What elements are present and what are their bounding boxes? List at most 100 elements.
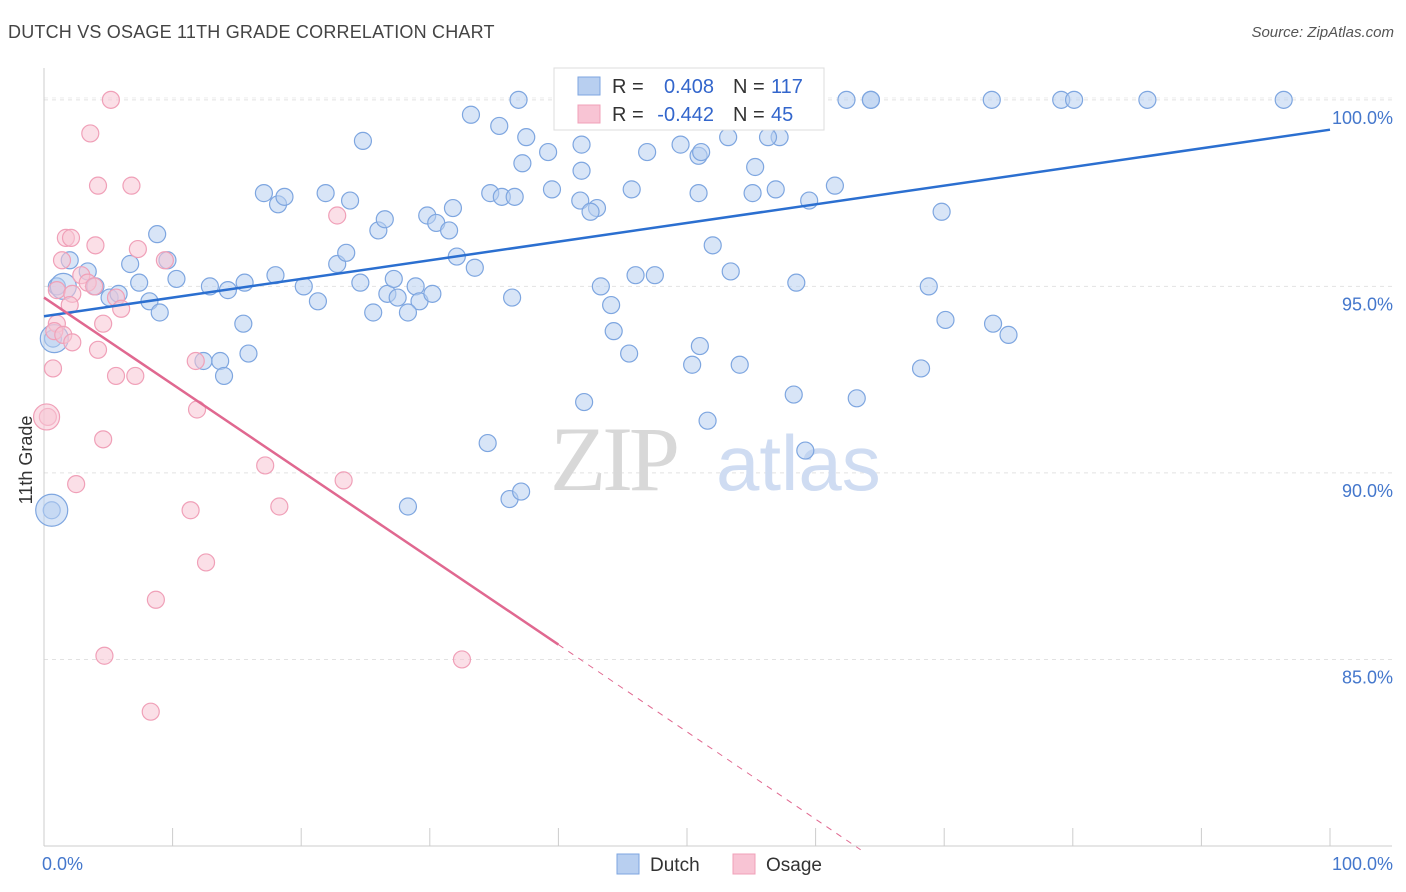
dutch-trendline: [43, 128, 1331, 318]
osage-point-18: [112, 299, 131, 318]
y-tick-label-1: 95.0%: [1342, 294, 1393, 314]
legend-r-label-0: R =: [612, 76, 644, 98]
osage-point-26: [106, 366, 126, 386]
dutch-point-66: [351, 273, 370, 292]
dutch-point-27: [353, 131, 373, 150]
legend-r-label-1: R =: [612, 104, 644, 126]
dutch-point-94: [787, 273, 806, 292]
osage-point-35: [181, 501, 200, 520]
dutch-point-97: [983, 314, 1003, 333]
dutch-point-86: [364, 303, 383, 322]
dutch-point-22: [719, 128, 738, 147]
dutch-point-0: [509, 90, 528, 109]
dutch-point-large-0: [35, 493, 69, 527]
legend-swatch-1: [577, 104, 601, 124]
dutch-point-49: [743, 184, 762, 203]
bottom-legend-osage: Osage: [766, 855, 822, 876]
dutch-point-116: [398, 497, 418, 516]
dutch-point-74: [465, 258, 484, 277]
dutch-point-39: [375, 210, 394, 229]
dutch-point-72: [423, 284, 442, 303]
dutch-point-48: [689, 184, 708, 203]
dutch-point-29: [542, 180, 562, 199]
legend-n-label-0: N =: [733, 76, 765, 98]
osage-point-39: [95, 646, 114, 665]
osage-point-large-0: [32, 403, 61, 431]
dutch-point-17: [671, 135, 690, 154]
dutch-point-21: [638, 142, 657, 162]
legend-n-value-0: 117: [771, 76, 803, 98]
bottom-legend-swatch-dutch: [616, 853, 640, 875]
dutch-point-98: [999, 325, 1018, 344]
dutch-point-68: [388, 288, 407, 307]
trendlines: [43, 128, 1331, 851]
dutch-point-50: [766, 180, 785, 199]
dutch-point-14: [490, 116, 509, 136]
dutch-point-113: [478, 433, 497, 453]
dutch-point-101: [690, 336, 709, 356]
dutch-point-107: [239, 344, 258, 363]
osage-point-0: [101, 90, 120, 109]
dutch-point-100: [620, 344, 639, 363]
dutch-point-34: [340, 191, 360, 210]
legend-swatch-0: [577, 76, 601, 96]
dutch-point-70: [384, 269, 403, 289]
dutch-point-54: [148, 225, 167, 244]
osage-point-3: [122, 176, 141, 195]
dutch-point-25: [746, 157, 765, 177]
dutch-point-87: [645, 266, 664, 285]
dutch-point-88: [602, 295, 621, 315]
osage-point-28: [186, 351, 205, 371]
osage-point-7: [86, 236, 105, 255]
dutch-point-92: [703, 236, 722, 255]
y-tick-label-2: 90.0%: [1342, 481, 1393, 501]
dutch-point-19: [692, 142, 711, 162]
dutch-point-108: [211, 351, 230, 371]
osage-point-31: [94, 430, 113, 449]
dutch-point-53: [932, 202, 951, 221]
dutch-point-15: [517, 128, 536, 147]
dutch-point-85: [398, 303, 418, 322]
dutch-point-112: [698, 411, 717, 430]
chart-title: DUTCH VS OSAGE 11TH GRADE CORRELATION CH…: [8, 22, 495, 42]
dutch-point-7: [1274, 90, 1293, 109]
dutch-point-37: [439, 221, 459, 240]
legend-n-label-1: N =: [733, 104, 765, 126]
osage-point-13: [85, 277, 104, 296]
dutch-point-63: [308, 292, 328, 311]
dutch-point-52: [825, 176, 844, 195]
y-axis-label: 11th Grade: [16, 416, 36, 505]
dutch-point-77: [150, 303, 169, 322]
dutch-point-56: [121, 254, 140, 274]
y-tick-label-0: 100.0%: [1332, 108, 1393, 128]
osage-point-8: [128, 239, 147, 259]
dutch-point-47: [622, 180, 641, 199]
bottom-legend-dutch: Dutch: [650, 855, 700, 876]
dutch-point-111: [575, 392, 594, 412]
dutch-point-89: [503, 288, 522, 307]
dutch-point-20: [539, 142, 558, 162]
osage-point-36: [270, 497, 289, 516]
osage-point-32: [256, 456, 275, 475]
osage-trendline-extension: [558, 644, 861, 851]
dutch-point-13: [461, 105, 481, 124]
osage-point-23: [63, 333, 82, 352]
axes: [43, 68, 1392, 847]
osage-point-2: [88, 176, 108, 195]
dutch-point-103: [730, 355, 749, 374]
dutch-point-65: [337, 243, 356, 262]
chart-source: Source: ZipAtlas.com: [1251, 24, 1394, 41]
dutch-point-5: [861, 90, 880, 109]
dutch-point-69: [406, 277, 425, 296]
osage-point-9: [52, 251, 72, 270]
dutch-point-46: [581, 202, 600, 221]
watermark-atlas: atlas: [716, 419, 881, 507]
dutch-point-110: [214, 366, 234, 386]
x-tick-label-1: 100.0%: [1332, 854, 1393, 874]
x-tick-label-0: 0.0%: [42, 854, 83, 874]
legend-r-value-1: -0.442: [657, 104, 714, 126]
dutch-point-10: [1064, 90, 1084, 109]
dutch-point-104: [784, 385, 803, 404]
osage-point-34: [67, 475, 86, 494]
legend-r-value-0: 0.408: [664, 76, 714, 98]
